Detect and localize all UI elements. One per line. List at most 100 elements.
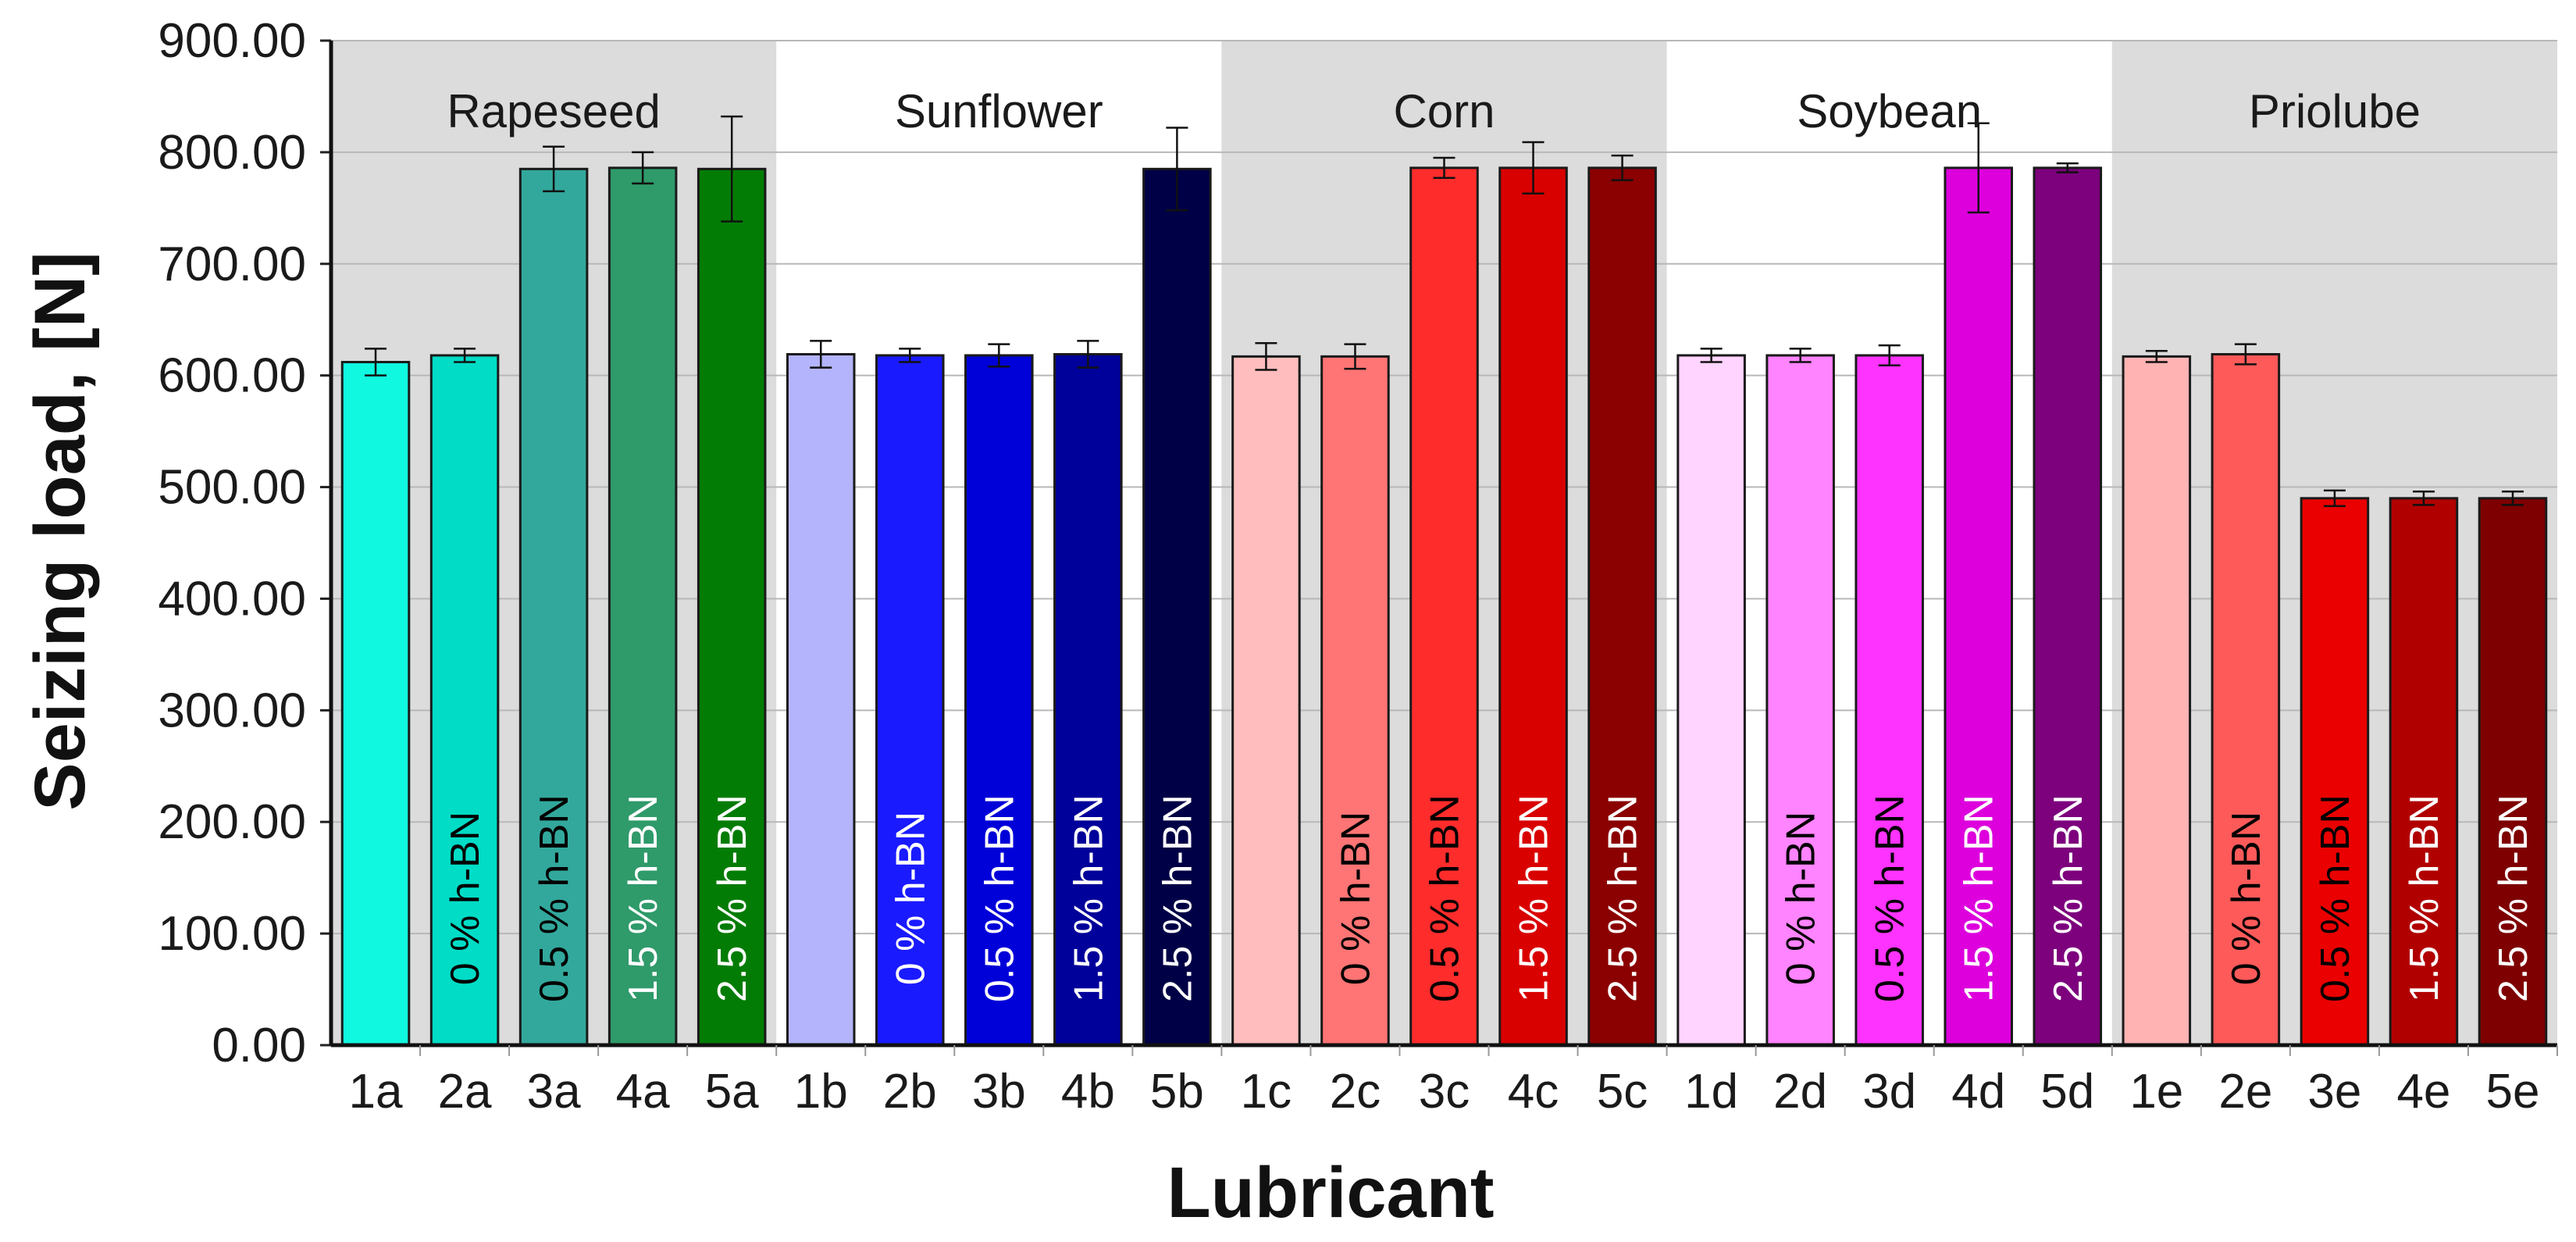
bar-label: 0.5 % h-BN — [532, 794, 577, 1002]
error-bar-5a — [721, 115, 743, 223]
error-bar-4d — [1967, 122, 1990, 214]
bar-5a — [697, 167, 767, 1047]
bar-label: 0 % h-BN — [1333, 812, 1378, 986]
bar-label: 0 % h-BN — [1779, 812, 1824, 986]
error-bar-4c — [1522, 141, 1545, 195]
y-tick-label: 300.00 — [158, 683, 306, 737]
bar-4b — [1053, 353, 1123, 1047]
y-tick-label: 0.00 — [212, 1019, 306, 1072]
bar-label: 0 % h-BN — [443, 812, 488, 986]
group-label: Corn — [1393, 85, 1495, 137]
error-bar-5b — [1166, 127, 1188, 212]
bar-label: 0.5 % h-BN — [977, 794, 1022, 1002]
x-axis-title: Lubricant — [1167, 1153, 1494, 1233]
group-labels-layer: Rapeseed Sunflower Corn Soybean Priolube — [447, 85, 2421, 137]
x-tick-label: 2e — [2218, 1065, 2272, 1119]
x-tick-label: 3d — [1862, 1065, 1916, 1119]
bar-label: 2.5 % h-BN — [710, 794, 755, 1002]
bar-5b — [1142, 167, 1212, 1047]
bar-label: 1.5 % h-BN — [1066, 794, 1111, 1002]
x-tick-label: 4a — [616, 1065, 670, 1119]
bar-5c — [1587, 166, 1657, 1047]
x-tick-label: 5e — [2485, 1065, 2539, 1119]
x-tick-label: 4c — [1508, 1065, 1559, 1119]
x-tick-label: 5a — [705, 1065, 759, 1119]
y-tick-label: 100.00 — [158, 907, 306, 961]
error-bar-2b — [899, 348, 921, 363]
bar-4a — [607, 166, 678, 1047]
bar-5e — [2478, 497, 2548, 1047]
bar-4d — [1944, 166, 2014, 1047]
x-tick-label: 3b — [972, 1065, 1026, 1119]
error-bar-5e — [2501, 491, 2524, 506]
error-bar-5d — [2056, 162, 2079, 173]
y-tick-label: 200.00 — [158, 795, 306, 849]
error-bar-4a — [632, 151, 654, 185]
y-tick-label: 500.00 — [158, 461, 306, 515]
x-tick-label: 4e — [2396, 1065, 2450, 1119]
bar-4e — [2389, 497, 2459, 1047]
error-bar-3d — [1878, 344, 1901, 367]
bar-label: 0.5 % h-BN — [2313, 794, 2358, 1002]
x-tick-label: 2c — [1330, 1065, 1381, 1119]
bar-label: 0.5 % h-BN — [1868, 794, 1913, 1002]
bar-label: 0 % h-BN — [888, 812, 933, 986]
x-tick-label: 4b — [1061, 1065, 1115, 1119]
bar-1c — [1231, 355, 1301, 1047]
group-label: Rapeseed — [447, 85, 661, 137]
bar-4c — [1498, 166, 1568, 1047]
x-tick-label: 2a — [438, 1065, 492, 1119]
bar-2d — [1765, 354, 1835, 1047]
x-tick-label: 1d — [1684, 1065, 1738, 1119]
error-bar-4e — [2412, 491, 2435, 506]
y-tick-label: 800.00 — [158, 126, 306, 180]
error-bar-2a — [454, 348, 476, 363]
y-axis-title: Seizing load, [N] — [20, 252, 100, 811]
y-tick-label: 900.00 — [158, 14, 306, 68]
y-axis: 0.00 100.00 200.00 300.00 400.00 500.00 600.00… — [158, 14, 333, 1072]
x-tick-label: 1b — [794, 1065, 848, 1119]
error-bar-4b — [1077, 340, 1099, 369]
bar-1a — [340, 361, 411, 1047]
bar-label: 0.5 % h-BN — [1423, 794, 1468, 1002]
bar-2e — [2211, 353, 2281, 1047]
x-tick-label: 1c — [1241, 1065, 1292, 1119]
bar-labels-layer: 0 % h-BN 0.5 % h-BN 1.5 % h-BN 2.5 % h-BN 0 … — [443, 794, 2536, 1002]
bar-label: 1.5 % h-BN — [1957, 794, 2002, 1002]
bar-2c — [1320, 355, 1390, 1047]
x-tick-label: 5d — [2040, 1065, 2094, 1119]
error-bar-3e — [2323, 489, 2346, 508]
bar-1b — [786, 353, 856, 1047]
bar-label: 1.5 % h-BN — [1512, 794, 1557, 1002]
bars-layer — [340, 166, 2548, 1047]
bar-label: 1.5 % h-BN — [2402, 794, 2447, 1002]
bar-1d — [1676, 354, 1746, 1047]
x-tick-label: 1a — [349, 1065, 403, 1119]
error-bar-1b — [810, 340, 832, 369]
x-tick-label: 3a — [527, 1065, 581, 1119]
bar-label: 2.5 % h-BN — [2046, 794, 2091, 1002]
error-bar-3c — [1433, 156, 1455, 180]
y-tick-label: 700.00 — [158, 237, 306, 291]
bar-3c — [1409, 166, 1479, 1047]
y-tick-label: 400.00 — [158, 572, 306, 626]
error-bar-5c — [1611, 154, 1634, 181]
x-tick-label: 5c — [1597, 1065, 1648, 1119]
bar-1e — [2122, 355, 2192, 1047]
bar-label: 1.5 % h-BN — [621, 794, 666, 1002]
x-tick-label: 5b — [1150, 1065, 1204, 1119]
bar-label: 0 % h-BN — [2224, 812, 2269, 986]
error-bars-layer — [365, 115, 2524, 508]
group-label: Priolube — [2249, 85, 2421, 137]
x-tick-label: 2b — [883, 1065, 937, 1119]
error-bar-3b — [988, 343, 1010, 368]
x-tick-label: 1e — [2129, 1065, 2183, 1119]
error-bar-2e — [2234, 343, 2257, 366]
bar-3e — [2300, 497, 2370, 1047]
bar-label: 2.5 % h-BN — [2491, 794, 2536, 1002]
y-tick-label: 600.00 — [158, 349, 306, 403]
error-bar-1a — [365, 348, 387, 377]
error-bar-1c — [1255, 341, 1277, 371]
error-bar-1e — [2145, 349, 2168, 363]
error-bar-3a — [543, 145, 565, 193]
